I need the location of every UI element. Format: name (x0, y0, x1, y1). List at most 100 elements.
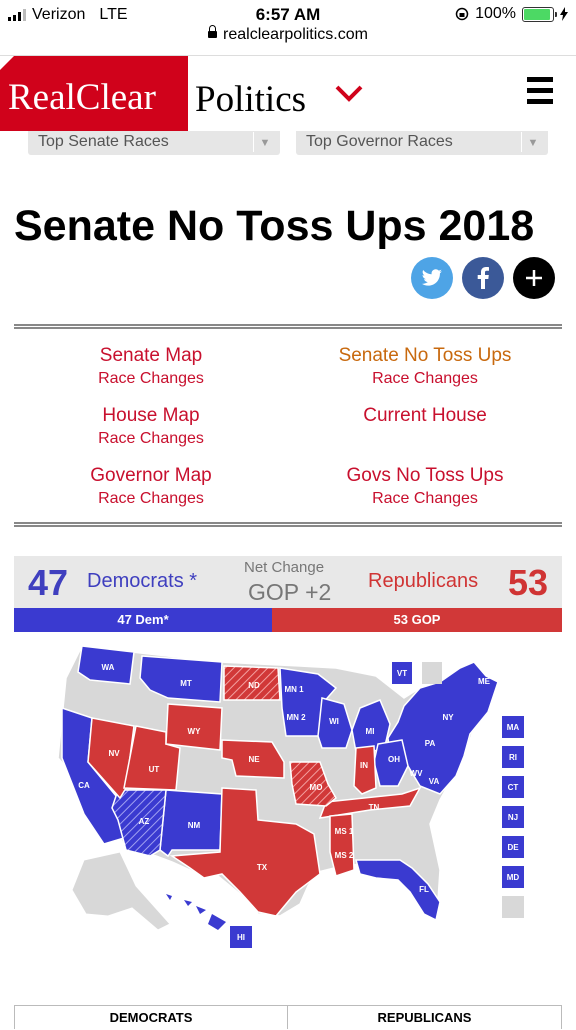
logo-realclear: RealClear (8, 77, 156, 118)
signal-icon (8, 9, 26, 21)
clock: 6:57 AM (255, 5, 321, 24)
battery-percent: 100% (475, 5, 516, 22)
label-hi: HI (237, 933, 245, 942)
label-vt: VT (397, 669, 407, 678)
plus-icon (526, 270, 542, 286)
menu-icon[interactable] (527, 77, 553, 110)
label-me: ME (478, 677, 491, 686)
state-hi (166, 894, 226, 930)
address-bar[interactable]: realclearpolitics.com (0, 25, 576, 44)
carrier: Verizon (32, 6, 86, 23)
state-mo (289, 761, 337, 807)
charging-icon (560, 7, 568, 21)
site-header: RealClear Politics (0, 55, 576, 131)
state-tx (169, 787, 321, 917)
box-hi (230, 926, 252, 948)
site-logo[interactable]: RealClear (0, 56, 188, 131)
label-nd: ND (248, 681, 260, 690)
label-ca: CA (78, 781, 90, 790)
label-ms1: MS 1 (335, 827, 354, 836)
label-mo: MO (310, 783, 323, 792)
facebook-share-button[interactable] (462, 257, 504, 299)
governor-races-dropdown[interactable]: Top Governor Races ▼ (296, 131, 548, 155)
link-senate-no-toss-ups[interactable]: Senate No Toss Ups Race Changes (290, 344, 560, 390)
net-change-label: Net Change (244, 559, 325, 576)
state-ak (71, 851, 171, 931)
label-mt: MT (180, 679, 192, 688)
box-nj (502, 806, 524, 828)
senate-races-label: Top Senate Races (38, 133, 169, 150)
status-bar: Verizon LTE 6:57 AM 100% (0, 0, 576, 28)
label-ne: NE (248, 755, 260, 764)
link-current-house[interactable]: Current House (290, 404, 560, 428)
label-ma: MA (507, 723, 520, 732)
label-wv: WV (410, 769, 424, 778)
seat-count-header: 47 Democrats * Net Change GOP +2 Republi… (14, 556, 562, 608)
dropdown-arrow-icon: ▼ (521, 132, 544, 152)
link-label: Govs No Toss Ups (346, 465, 504, 486)
carrier-info: Verizon LTE (8, 6, 128, 24)
label-wy: WY (188, 727, 202, 736)
dem-seat-bar: 47 Dem* (14, 608, 272, 632)
link-sub[interactable]: Race Changes (372, 370, 478, 387)
divider (14, 522, 562, 527)
logo-politics[interactable]: Politics (195, 79, 307, 120)
box-ma (502, 716, 524, 738)
label-mn1: MN 1 (284, 685, 304, 694)
state-mt (139, 655, 223, 703)
state-nd (223, 665, 281, 701)
rep-seat-bar: 53 GOP (272, 608, 562, 632)
link-label: Current House (363, 405, 487, 426)
battery-info: 100% (455, 5, 568, 23)
state-az (111, 789, 167, 857)
link-sub[interactable]: Race Changes (98, 370, 204, 387)
link-govs-no-toss-ups[interactable]: Govs No Toss Ups Race Changes (290, 464, 560, 510)
state-wa (77, 645, 135, 685)
label-ct: CT (508, 783, 519, 792)
twitter-share-button[interactable] (411, 257, 453, 299)
state-ne (221, 739, 285, 779)
table-header-republicans: REPUBLICANS (287, 1005, 562, 1029)
state-nv (87, 717, 135, 800)
label-ri: RI (509, 753, 517, 762)
link-sub[interactable]: Race Changes (98, 430, 204, 447)
senate-races-dropdown[interactable]: Top Senate Races ▼ (28, 131, 280, 155)
label-pa: PA (425, 739, 436, 748)
label-de: DE (507, 843, 519, 852)
box-nh (422, 662, 442, 684)
label-ms2: MS 2 (335, 851, 354, 860)
governor-races-label: Top Governor Races (306, 133, 453, 150)
battery-icon (522, 6, 557, 22)
page-title: Senate No Toss Ups 2018 (14, 202, 535, 250)
box-vt (392, 662, 412, 684)
label-va: VA (429, 777, 440, 786)
state-fl (355, 859, 441, 922)
senate-map: WA MT ND MN 1 MN 2 WI MI ME VT NY MA RI … (57, 645, 524, 948)
link-label: Senate No Toss Ups (338, 345, 512, 366)
dropdown-arrow-icon: ▼ (253, 132, 276, 152)
link-house-map[interactable]: House Map Race Changes (16, 404, 286, 450)
label-wa: WA (102, 663, 115, 672)
label-tx: TX (257, 863, 268, 872)
chevron-down-icon[interactable] (334, 83, 364, 103)
link-sub[interactable]: Race Changes (372, 490, 478, 507)
link-label: House Map (102, 405, 200, 426)
dem-seat-count: 47 (28, 562, 69, 603)
link-label: Senate Map (99, 345, 203, 366)
facebook-icon (477, 267, 489, 289)
url-text: realclearpolitics.com (223, 26, 368, 43)
label-fl: FL (419, 885, 429, 894)
label-nv: NV (108, 749, 120, 758)
link-senate-map[interactable]: Senate Map Race Changes (16, 344, 286, 390)
net-change-value: GOP +2 (248, 579, 332, 605)
box-ct (502, 776, 524, 798)
label-wi: WI (329, 717, 339, 726)
link-governor-map[interactable]: Governor Map Race Changes (16, 464, 286, 510)
rep-label: Republicans (368, 570, 479, 592)
link-sub[interactable]: Race Changes (98, 490, 204, 507)
label-ny: NY (442, 713, 454, 722)
network-type: LTE (99, 6, 128, 23)
lock-icon (208, 25, 218, 38)
more-share-button[interactable] (513, 257, 555, 299)
state-wy (165, 703, 223, 751)
